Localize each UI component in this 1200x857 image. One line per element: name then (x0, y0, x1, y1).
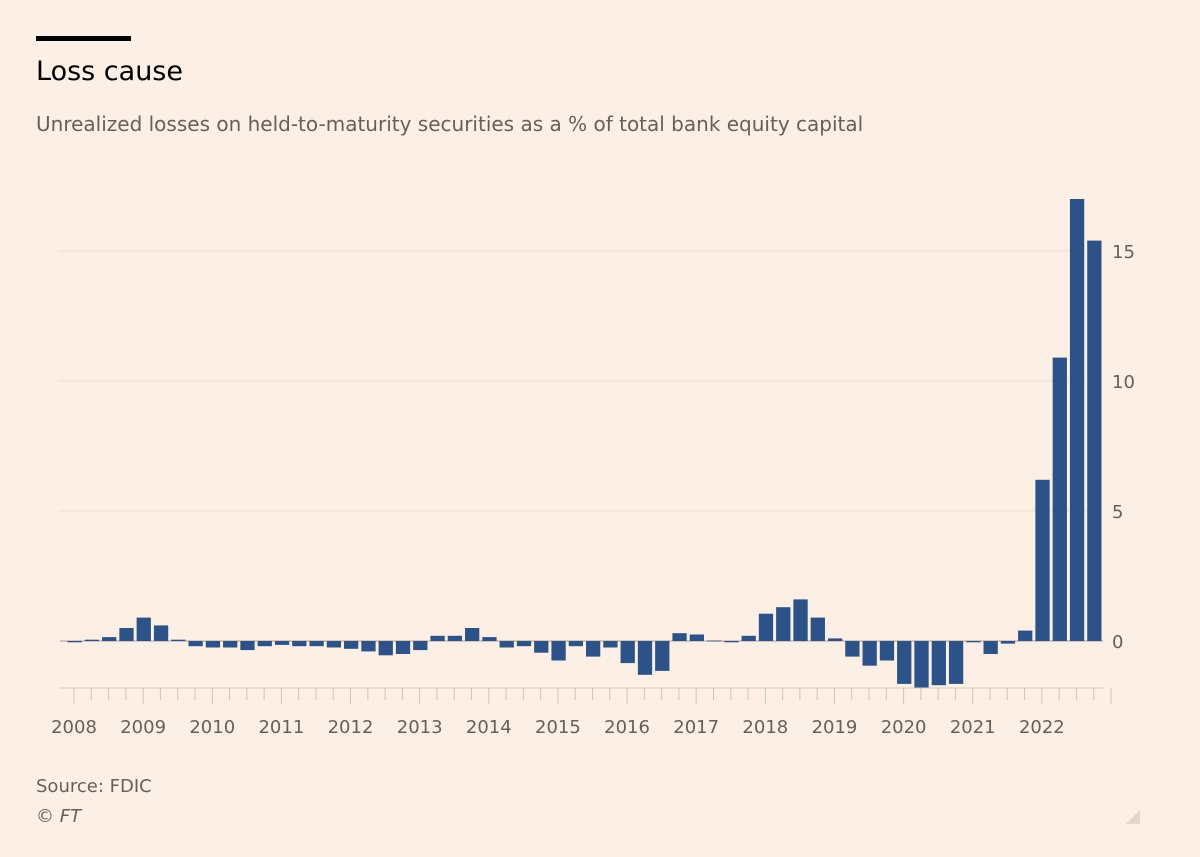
x-tick-label: 2017 (673, 717, 719, 738)
bar: 2019 Q3: -0.95 (862, 641, 877, 666)
bar: 2011 Q1: -0.15 (274, 641, 290, 645)
bar: 2013 Q4: 0.5 (465, 628, 480, 641)
bar: 2010 Q1: -0.25 (205, 641, 221, 648)
brand-bar (36, 36, 131, 41)
bar: 2015 Q1: -0.75 (551, 641, 566, 661)
bar: 2018 Q2: 1.3 (776, 607, 791, 641)
x-tick-label: 2012 (328, 717, 374, 738)
bar: 2021 Q4: 0.4 (1018, 630, 1033, 641)
bar: 2020 Q1: -1.65 (897, 641, 912, 684)
x-tick-label: 2019 (812, 717, 858, 738)
bar: 2010 Q3: -0.35 (240, 641, 255, 651)
bar: 2008 Q4: 0.5 (119, 628, 134, 641)
x-tick-label: 2021 (950, 717, 996, 738)
bar: 2017 Q3: -0.05 (724, 641, 739, 643)
bar: 2013 Q2: 0.2 (430, 635, 445, 641)
bar: 2009 Q1: 0.9 (136, 617, 151, 641)
resize-grip-icon[interactable] (1122, 806, 1142, 826)
x-tick-label: 2010 (189, 717, 235, 738)
x-axis: 2008 2009 2010 2011 2012 2013 2014 2015 2016 2017… (51, 687, 1112, 738)
x-tick-label: 2014 (466, 717, 512, 738)
bar: 2016 Q2: -1.3 (637, 641, 653, 675)
y-axis-labels: 0 5 10 15 (1112, 242, 1135, 653)
y-tick-label: 10 (1112, 372, 1135, 393)
bar: 2016 Q1: -0.85 (620, 641, 635, 664)
bar: 2017 Q4: 0.2 (741, 635, 756, 641)
bar: 2020 Q4: -1.65 (948, 641, 964, 684)
x-tick-label: 2018 (742, 717, 788, 738)
bar: 2012 Q3: -0.55 (378, 641, 393, 656)
x-tick-label: 2022 (1019, 717, 1065, 738)
bar: 2021 Q1: -0.05 (966, 641, 981, 643)
y-tick-label: 0 (1112, 632, 1123, 653)
bar: 2018 Q4: 0.9 (810, 617, 825, 641)
bar: 2012 Q4: -0.5 (395, 641, 411, 654)
copyright-note: © FT (36, 806, 82, 827)
bar: 2012 Q2: -0.4 (361, 641, 376, 652)
bar: 2011 Q4: -0.25 (326, 641, 342, 648)
bar: 2010 Q2: -0.25 (223, 641, 238, 648)
bar: 2009 Q4: -0.2 (188, 641, 203, 647)
bar: 2014 Q3: -0.2 (516, 641, 532, 647)
bar: 2022 Q4: 15.4 (1087, 240, 1102, 641)
bar: 2013 Q1: -0.35 (413, 641, 428, 651)
bar: 2011 Q3: -0.2 (309, 641, 324, 647)
bar: 2012 Q1: -0.3 (344, 641, 359, 649)
bar: 2014 Q4: -0.45 (534, 641, 549, 653)
bar: 2015 Q3: -0.6 (586, 641, 601, 657)
bar: 2018 Q1: 1.05 (758, 613, 774, 641)
y-tick-label: 15 (1112, 242, 1135, 263)
bar: 2010 Q4: -0.2 (257, 641, 272, 647)
bar: 2021 Q3: -0.1 (1000, 641, 1016, 644)
x-tick-label: 2008 (51, 717, 97, 738)
bar: 2022 Q2: 10.9 (1052, 357, 1067, 641)
bar: 2021 Q2: -0.5 (983, 641, 998, 654)
bar: 2011 Q2: -0.2 (292, 641, 307, 647)
bar: 2022 Q3: 17 (1069, 199, 1085, 641)
bar: 2019 Q2: -0.6 (845, 641, 860, 657)
bar: 2019 Q4: -0.75 (879, 641, 895, 661)
bar: 2009 Q3: 0.05 (171, 639, 186, 641)
bar: 2013 Q3: 0.2 (447, 635, 463, 641)
x-tick-label: 2020 (881, 717, 927, 738)
y-tick-label: 5 (1112, 502, 1123, 523)
bar: 2008 Q3: 0.15 (102, 637, 117, 641)
bar: 2014 Q2: -0.25 (499, 641, 514, 648)
bar: 2017 Q1: 0.25 (689, 634, 704, 641)
bar: 2019 Q1: 0.1 (827, 638, 843, 641)
bar: 2022 Q1: 6.2 (1035, 479, 1050, 641)
bar: 2017 Q2: 0 (706, 640, 722, 642)
gridlines (60, 250, 1103, 642)
bar: 2020 Q3: -1.7 (931, 641, 946, 686)
source-note: Source: FDIC (36, 776, 152, 797)
bar: 2015 Q2: -0.2 (568, 641, 583, 647)
bar: 2016 Q4: 0.3 (672, 633, 687, 641)
x-tick-label: 2011 (258, 717, 304, 738)
bar: 2020 Q2: -1.8 (914, 641, 929, 688)
bar: 2015 Q4: -0.25 (603, 641, 618, 648)
x-tick-label: 2016 (604, 717, 650, 738)
x-tick-label: 2009 (120, 717, 166, 738)
bar: 2008 Q1: -0.05 (67, 641, 82, 643)
bar: 2014 Q1: 0.15 (482, 637, 497, 641)
chart-title: Loss cause (36, 56, 183, 87)
chart-subtitle: Unrealized losses on held-to-maturity se… (36, 112, 864, 136)
bar: 2008 Q2: 0.05 (84, 639, 100, 641)
bar: 2016 Q3: -1.15 (655, 641, 670, 671)
x-tick-label: 2013 (397, 717, 443, 738)
bar: 2009 Q2: 0.6 (153, 625, 169, 641)
x-tick-label: 2015 (535, 717, 581, 738)
bar: 2018 Q3: 1.6 (793, 599, 808, 641)
bars: 2008 Q1: -0.052008 Q2: 0.052008 Q3: 0.15… (67, 199, 1102, 688)
